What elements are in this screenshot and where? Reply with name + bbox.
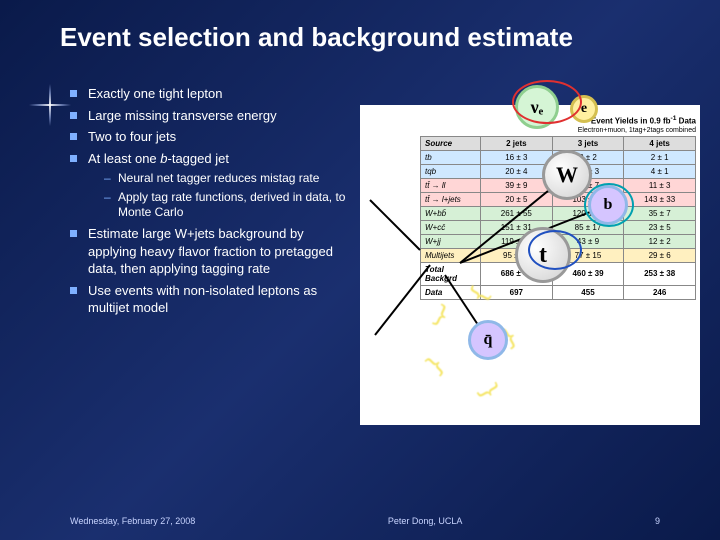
- bullet-item: Large missing transverse energy: [70, 107, 350, 125]
- footer-date: Wednesday, February 27, 2008: [70, 516, 195, 526]
- footer-author: Peter Dong, UCLA: [388, 516, 463, 526]
- bullet-item: Exactly one tight lepton: [70, 85, 350, 103]
- bullet-item: Two to four jets: [70, 128, 350, 146]
- bullet-item: At least one b-tagged jet Neural net tag…: [70, 150, 350, 221]
- bullet-item: Estimate large W+jets background by appl…: [70, 225, 350, 278]
- particle-nu: νₑ: [515, 85, 559, 129]
- figure-panel: Event Yields in 0.9 fb-1 Data Electron+m…: [360, 105, 700, 425]
- sub-bullet: Neural net tagger reduces mistag rate: [104, 171, 350, 187]
- slide-footer: Wednesday, February 27, 2008 Peter Dong,…: [0, 516, 720, 526]
- particle-w: W: [542, 150, 592, 200]
- bullet-item: Use events with non-isolated leptons as …: [70, 282, 350, 317]
- particle-t: t: [515, 227, 571, 283]
- footer-page: 9: [655, 516, 660, 526]
- sub-bullet: Apply tag rate functions, derived in dat…: [104, 190, 350, 221]
- bullet-content: Exactly one tight lepton Large missing t…: [70, 85, 350, 321]
- particle-e: e: [570, 95, 598, 123]
- feynman-diagram: }}}}}: [360, 105, 540, 425]
- slide-title: Event selection and background estimate: [0, 0, 720, 53]
- particle-b: b: [588, 185, 628, 225]
- particle-qbar: q̄: [468, 320, 508, 360]
